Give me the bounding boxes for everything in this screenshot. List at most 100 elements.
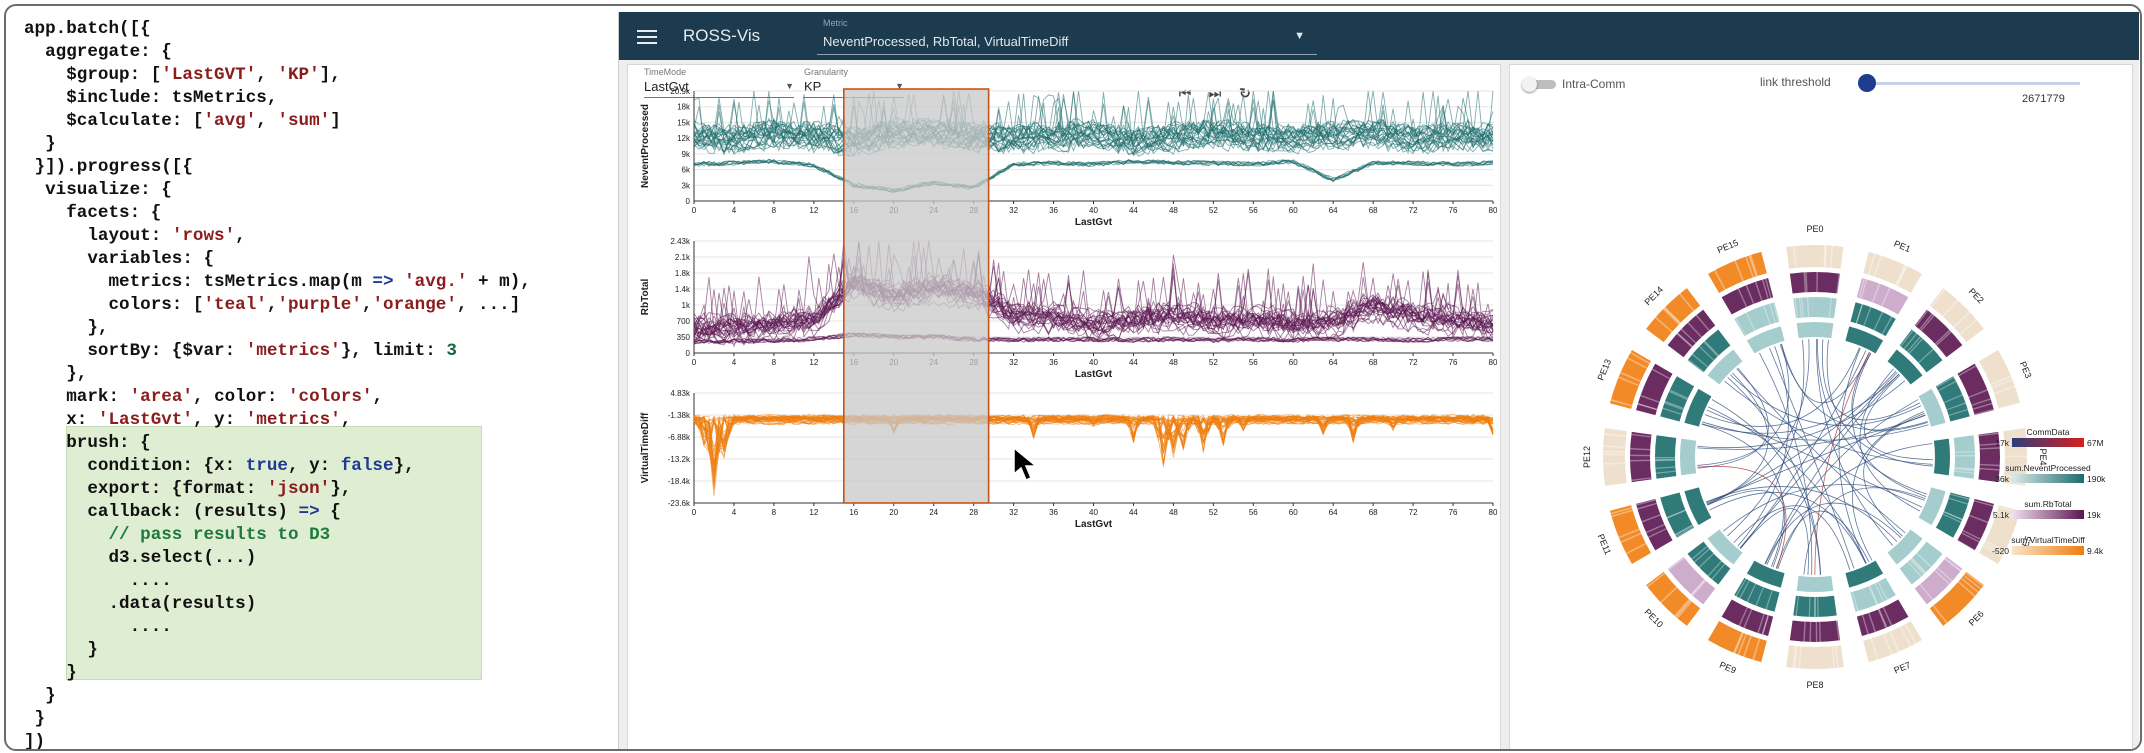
x-tick-label: 80 xyxy=(1489,206,1498,215)
code-token: , ...] xyxy=(456,295,521,315)
y-tick-label: 0 xyxy=(686,197,691,206)
ring-stripe xyxy=(1911,557,1927,573)
code-token: , y: xyxy=(287,456,341,476)
ring-stripe xyxy=(1743,609,1753,629)
ring-stripe xyxy=(1814,596,1817,617)
chord-link xyxy=(1706,372,1769,505)
ring-stripe xyxy=(1878,608,1888,628)
ring-stripe xyxy=(1733,632,1744,654)
ring-stripe xyxy=(1983,543,2004,555)
code-line: }, xyxy=(24,363,531,386)
ring-stripe xyxy=(1881,316,1893,335)
ring-stripe xyxy=(1745,284,1755,305)
code-token: }, limit: xyxy=(340,341,447,361)
legend-gradient xyxy=(2012,438,2084,447)
ring-stripe xyxy=(1734,260,1745,282)
ring-stripe xyxy=(1651,368,1671,380)
chord-link xyxy=(1709,492,1867,564)
chord-link xyxy=(1702,421,1929,441)
link-threshold-track[interactable] xyxy=(1860,82,2080,85)
series-line xyxy=(693,415,1494,465)
x-tick-label: 44 xyxy=(1129,206,1138,215)
ring-stripe xyxy=(1979,467,2000,471)
ring-stripe xyxy=(1610,399,1633,407)
ring-stripe xyxy=(1655,457,1676,459)
x-tick-label: 40 xyxy=(1089,358,1098,367)
ring-segment xyxy=(1957,498,1994,551)
skip-next-icon[interactable]: ⏭ xyxy=(1208,85,1222,101)
timemode-select[interactable]: TimeMode LastGvt ▼ xyxy=(644,67,794,98)
code-token: condition: {x: xyxy=(24,456,246,476)
ring-stripe xyxy=(1648,528,1667,539)
ring-stripe xyxy=(1764,278,1772,299)
ring-stripe xyxy=(1757,613,1765,634)
ring-stripe xyxy=(1944,558,1962,572)
link-threshold-slider-handle[interactable] xyxy=(1858,74,1876,92)
x-tick-label: 0 xyxy=(692,508,697,517)
ring-segment xyxy=(1850,302,1896,337)
ring-stripe xyxy=(1698,553,1715,568)
ring-stripe xyxy=(1739,580,1750,599)
ring-segment xyxy=(1914,556,1963,605)
ring-segment xyxy=(1887,529,1923,565)
ring-stripe xyxy=(1863,306,1872,326)
ring-stripe xyxy=(1978,432,1999,437)
chart-panel-neventprocessed: 03k6k9k12k15k18k20.9k0481216202428323640… xyxy=(640,87,1498,228)
ring-stripe xyxy=(1948,497,1969,505)
chord-link xyxy=(1697,415,1926,450)
chord-link xyxy=(1737,345,1789,547)
code-line: } xyxy=(24,639,531,662)
code-token: $group: [ xyxy=(24,65,162,85)
x-tick-label: 36 xyxy=(1049,206,1058,215)
ring-stripe xyxy=(1693,548,1710,563)
code-line: variables: { xyxy=(24,248,531,271)
ring-stripe xyxy=(1687,322,1703,338)
code-token: mark: xyxy=(24,387,130,407)
metric-select[interactable]: Metric NeventProcessed, RbTotal, Virtual… xyxy=(817,16,1317,55)
y-tick-label: 1k xyxy=(682,301,691,310)
series-line xyxy=(693,413,1494,468)
ring-stripe xyxy=(1667,557,1685,571)
code-line: }, xyxy=(24,317,531,340)
ring-stripe xyxy=(1749,254,1758,277)
intra-comm-toggle[interactable] xyxy=(1522,77,1556,92)
ring-stripe xyxy=(1703,341,1719,357)
chord-diagram[interactable]: PE0PE1PE2PE3PE4PE5PE6PE7PE8PE9PE10PE11PE… xyxy=(1510,65,2132,749)
ring-stripe xyxy=(1943,511,1963,521)
ring-stripe xyxy=(1745,312,1756,331)
code-token: }, xyxy=(24,364,88,384)
y-tick-label: 20.9k xyxy=(670,87,691,96)
ring-stripe xyxy=(1934,329,1951,345)
ring-stripe xyxy=(1971,398,1991,406)
ring-segment xyxy=(1708,621,1767,663)
hamburger-menu-icon[interactable] xyxy=(637,26,657,44)
chord-link xyxy=(1697,367,1769,469)
pe-label: PE9 xyxy=(1718,660,1738,676)
granularity-value: KP xyxy=(804,79,822,94)
x-tick-label: 60 xyxy=(1289,206,1298,215)
y-tick-label: -18.4k xyxy=(668,477,691,486)
ring-stripe xyxy=(1957,539,1976,552)
ring-stripe xyxy=(1618,376,1640,387)
ring-stripe xyxy=(1942,513,1962,523)
ring-segment xyxy=(1734,577,1780,612)
ring-segment xyxy=(1933,438,1950,476)
ring-segment xyxy=(1786,245,1844,269)
ring-stripe xyxy=(1655,459,1676,462)
ring-stripe xyxy=(1627,357,1648,369)
legend-gradient xyxy=(2012,510,2084,519)
refresh-icon[interactable]: ↻ xyxy=(1239,85,1251,101)
legend-max: 9.4k xyxy=(2087,546,2104,556)
timemode-value: LastGvt xyxy=(644,79,689,94)
ring-stripe xyxy=(1969,514,1989,524)
time-series-charts[interactable]: 03k6k9k12k15k18k20.9k0481216202428323640… xyxy=(628,65,1500,749)
ring-stripe xyxy=(1676,600,1693,619)
code-token: 'LastGvt' xyxy=(97,410,193,430)
code-token: ] xyxy=(330,111,341,131)
ring-segment xyxy=(1918,388,1946,427)
x-tick-label: 40 xyxy=(1089,508,1098,517)
ring-stripe xyxy=(1664,306,1681,324)
x-tick-label: 76 xyxy=(1449,358,1458,367)
ring-stripe xyxy=(1984,540,2006,552)
ring-stripe xyxy=(1972,402,1993,410)
